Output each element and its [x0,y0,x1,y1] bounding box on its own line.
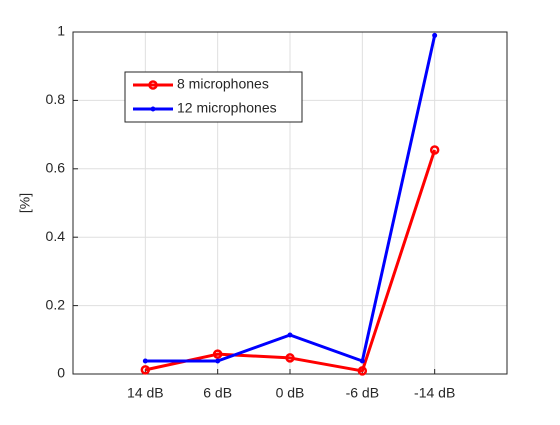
x-tick-label: -6 dB [346,385,379,401]
legend-box [124,71,303,123]
axes-box [72,31,508,375]
x-tick-label: -14 dB [414,385,455,401]
x-tick-label: 6 dB [203,385,232,401]
marker [287,332,293,338]
marker [357,366,368,376]
x-tick-label: 14 dB [127,385,164,401]
marker [432,32,438,38]
y-tick-label: 0.8 [46,91,66,107]
marker [148,80,158,90]
y-tick-label: 0.6 [46,160,66,176]
marker [142,358,148,364]
marker [150,106,156,112]
marker [285,353,295,363]
line [145,149,437,373]
y-axis-label: [%] [17,193,33,213]
marker [429,145,440,155]
x-tick-label: 0 dB [276,385,305,401]
y-tick-label: 1 [57,23,65,39]
legend-label: 8 microphones [177,76,269,92]
y-tick-label: 0 [57,365,65,381]
marker [140,365,151,375]
marker [212,349,223,359]
y-tick-label: 0.4 [46,228,66,244]
marker [359,358,365,364]
y-tick-label: 0.2 [46,296,66,312]
legend: 8 microphones 12 microphones [124,71,303,123]
marker [215,358,221,364]
legend-label: 12 microphones [177,100,277,116]
